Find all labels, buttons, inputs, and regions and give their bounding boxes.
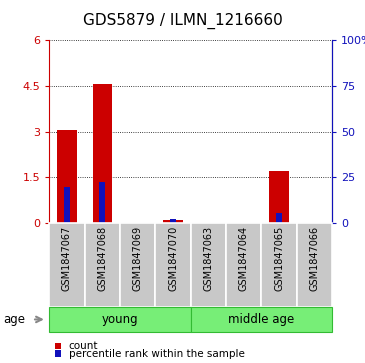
Bar <box>226 223 261 307</box>
Bar <box>49 307 191 332</box>
Bar <box>55 350 61 357</box>
Bar <box>170 219 176 223</box>
Bar <box>64 187 70 223</box>
Bar <box>269 171 289 223</box>
Bar <box>155 223 191 307</box>
Text: GSM1847069: GSM1847069 <box>132 226 143 291</box>
Bar <box>191 307 332 332</box>
Text: young: young <box>102 313 138 326</box>
Bar <box>99 182 105 223</box>
Bar <box>57 130 77 223</box>
Text: age: age <box>4 313 26 326</box>
Text: GSM1847065: GSM1847065 <box>274 226 284 291</box>
Text: GSM1847068: GSM1847068 <box>97 226 107 291</box>
Text: GSM1847070: GSM1847070 <box>168 226 178 291</box>
Text: GSM1847067: GSM1847067 <box>62 226 72 291</box>
Text: middle age: middle age <box>228 313 295 326</box>
Text: percentile rank within the sample: percentile rank within the sample <box>69 348 245 359</box>
Text: GDS5879 / ILMN_1216660: GDS5879 / ILMN_1216660 <box>82 13 283 29</box>
Bar <box>49 223 85 307</box>
Bar <box>120 223 155 307</box>
Bar <box>163 220 183 223</box>
Bar <box>261 223 297 307</box>
Bar <box>85 223 120 307</box>
Text: GSM1847066: GSM1847066 <box>310 226 319 291</box>
Bar <box>93 84 112 223</box>
Bar <box>191 223 226 307</box>
Bar <box>297 223 332 307</box>
Text: count: count <box>69 341 98 351</box>
Bar <box>55 343 61 349</box>
Text: GSM1847063: GSM1847063 <box>203 226 214 291</box>
Text: GSM1847064: GSM1847064 <box>239 226 249 291</box>
Bar <box>276 213 282 223</box>
